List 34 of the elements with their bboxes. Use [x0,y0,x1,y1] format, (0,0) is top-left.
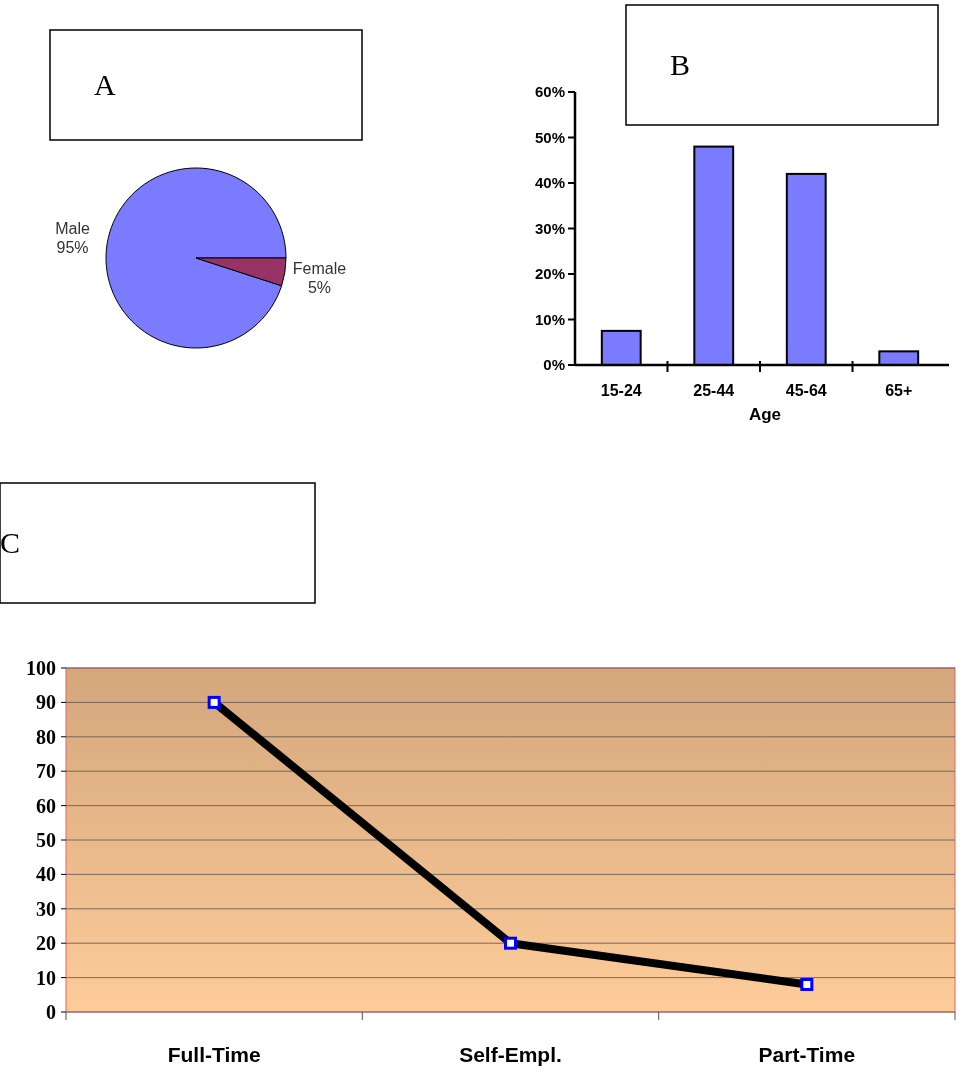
y-tick-label: 50% [534,128,565,146]
y-tick-label: 0 [46,1001,56,1023]
x-tick-label: 45-64 [785,382,827,399]
data-label: 95% [56,239,89,257]
x-axis-title: Age [748,405,782,424]
x-tick-label: Part-Time [758,1043,856,1066]
y-tick-label: 60% [534,83,565,100]
y-tick-label: 40 [36,863,56,886]
x-tick-label: 25-44 [693,382,735,399]
y-tick-label: 30 [36,897,56,920]
y-tick-label: 20% [534,265,565,282]
y-tick-label: 80 [36,725,56,748]
y-tick-label: 0% [543,356,565,373]
y-tick-label: 60 [36,794,56,817]
y-tick-label: 10% [534,310,565,328]
y-tick-label: 100 [26,657,56,679]
x-tick-label: Full-Time [167,1043,261,1066]
y-tick-label: 70 [36,760,56,783]
y-tick-label: 10 [36,966,56,989]
chart-title: A [94,68,116,101]
slice-label: Female [292,259,347,277]
y-tick-label: 50 [36,829,56,851]
x-tick-label: Self-Empl. [459,1043,562,1066]
x-tick-label: 15-24 [600,382,642,399]
y-tick-label: 90 [36,691,56,714]
chart-title: C [0,526,21,559]
y-tick-label: 20 [36,932,56,955]
slice-label: Male [55,220,90,238]
y-tick-label: 30% [534,219,565,237]
data-label: 5% [307,278,332,296]
chart-title: B [670,48,691,81]
y-tick-label: 40% [534,174,565,191]
x-tick-label: 65+ [885,382,913,399]
pie-slice [105,167,287,349]
